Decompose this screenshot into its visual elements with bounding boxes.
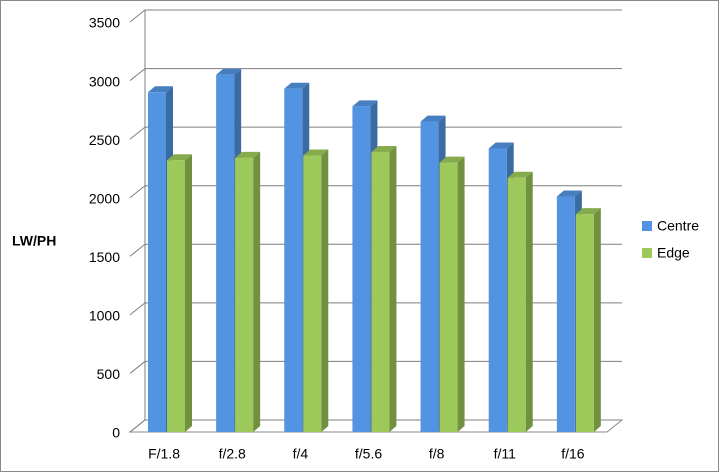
bar [439, 156, 465, 433]
bar-top [507, 171, 533, 178]
x-tick-label: f/4 [293, 446, 309, 462]
bar [507, 171, 533, 433]
bar-top [352, 100, 378, 107]
bar-top [284, 82, 310, 89]
y-tick-label: 2500 [89, 132, 120, 148]
x-tick-label: F/1.8 [148, 446, 180, 462]
bar-front [235, 157, 254, 432]
bar-top [216, 68, 242, 75]
bar-front [303, 155, 322, 433]
y-tick-label: 0 [112, 425, 120, 441]
bar-side [457, 156, 465, 433]
bar-front [420, 121, 439, 433]
y-tick-label: 3500 [89, 15, 120, 31]
bar-front [148, 92, 166, 433]
x-tick-label: f/11 [494, 446, 517, 462]
bar-top [420, 115, 446, 122]
bar-side [525, 171, 533, 433]
bar-front [167, 160, 185, 432]
bar-front [575, 214, 594, 432]
y-tick-label: 1000 [89, 308, 120, 324]
bar-front [371, 152, 390, 432]
bar-front [216, 74, 235, 432]
bar-top [235, 151, 261, 158]
x-tick-label: f/8 [429, 446, 445, 462]
bar [575, 208, 601, 432]
bar-top [371, 146, 397, 153]
bar-front [352, 106, 371, 432]
y-tick-label: 3000 [89, 73, 120, 89]
bar-front [439, 162, 458, 433]
bar-top [167, 154, 192, 161]
bar [235, 151, 261, 432]
bar-top [148, 86, 173, 93]
x-tick-label: f/2.8 [219, 446, 246, 462]
bar [371, 146, 397, 432]
bar-side [253, 151, 261, 432]
bar-top [439, 156, 465, 163]
y-tick-label: 2000 [89, 190, 120, 206]
legend-swatch [642, 248, 652, 258]
bar-side [321, 149, 329, 433]
bar-top [488, 142, 514, 149]
bar [167, 154, 192, 432]
bar-front [488, 148, 507, 432]
bar-top [303, 149, 329, 156]
legend-label: Edge [657, 245, 690, 261]
bar-front [556, 196, 575, 432]
legend-label: Centre [657, 218, 699, 234]
bar-side [185, 154, 192, 432]
y-tick-label: 1500 [89, 249, 120, 265]
x-tick-label: f/16 [561, 446, 585, 462]
bar-top [575, 208, 601, 215]
bar [303, 149, 329, 433]
y-tick-label: 500 [97, 366, 121, 382]
x-tick-label: f/5.6 [355, 446, 382, 462]
bar-front [284, 88, 303, 433]
legend-swatch [642, 221, 652, 231]
y-axis-label: LW/PH [12, 233, 56, 249]
bar-front [507, 177, 526, 432]
bar-top [556, 190, 582, 197]
bar-side [389, 146, 397, 432]
bar-side [593, 208, 601, 432]
